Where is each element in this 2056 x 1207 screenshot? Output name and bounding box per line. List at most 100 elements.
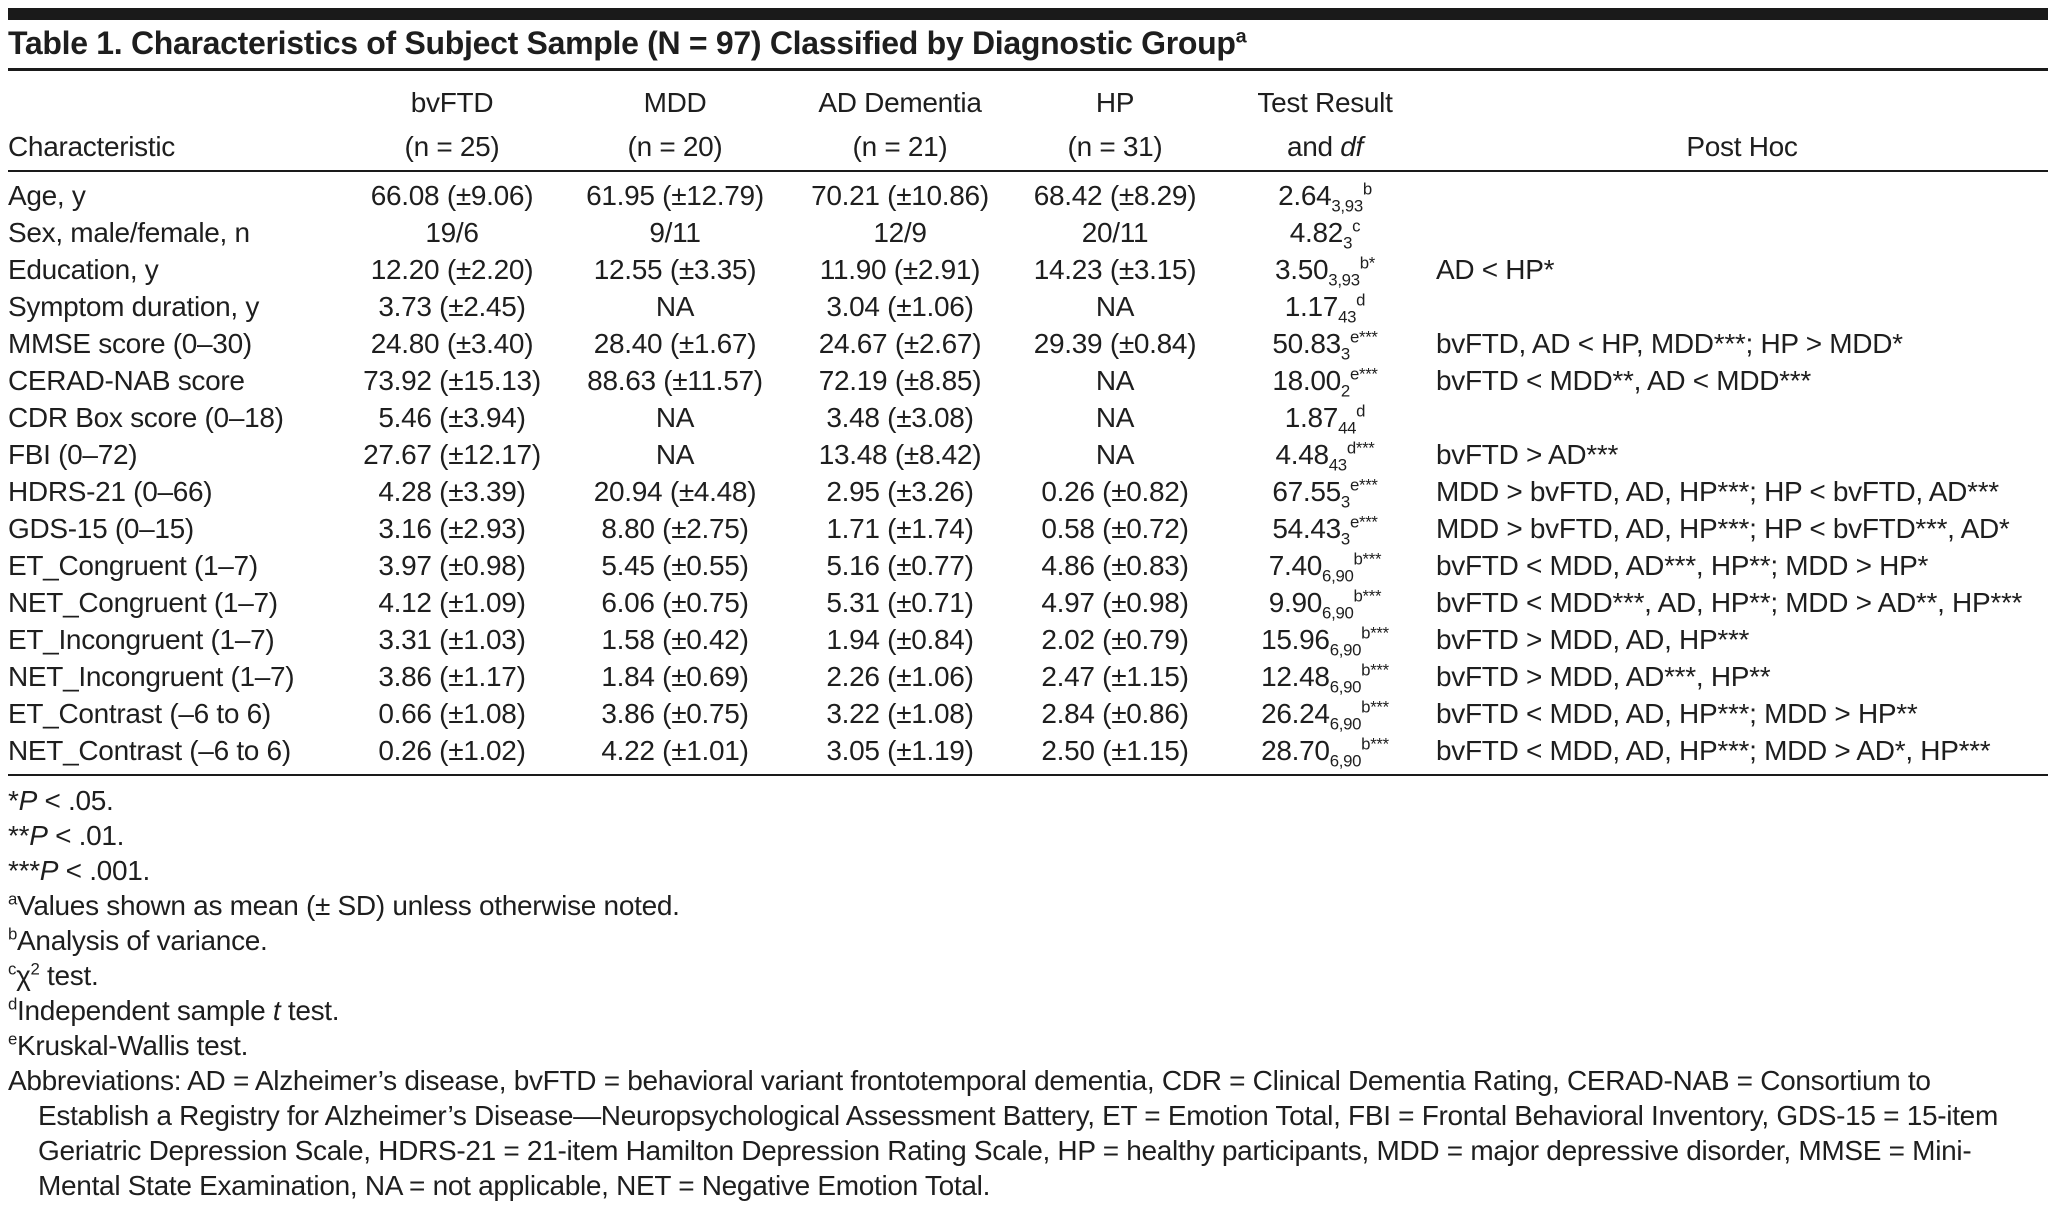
- cell-characteristic: FBI (0–72): [8, 438, 138, 470]
- header-post-hoc-spacer: [1436, 71, 2048, 119]
- cell-group-value: 5.16 (±0.77): [826, 549, 974, 581]
- cell-characteristic: CERAD-NAB score: [8, 364, 245, 396]
- text-segment: 12.48: [1261, 660, 1330, 692]
- text-segment: b***: [1353, 586, 1382, 606]
- footnote-line: *P < .05.: [8, 783, 2048, 818]
- cell-characteristic: GDS-15 (0–15): [8, 512, 194, 544]
- text-segment: c: [8, 959, 17, 979]
- cell-group-value: 12/9: [873, 216, 927, 248]
- cell-characteristic: Sex, male/female, n: [8, 216, 250, 248]
- header-n-ad: (n = 21): [784, 119, 1016, 172]
- text-segment: 43: [1338, 307, 1357, 327]
- table-row: FBI (0–72) 27.67 (±12.17) NA 13.48 (±8.42) N…: [8, 436, 2048, 473]
- cell-group-value: 5.45 (±0.55): [601, 549, 749, 581]
- text-segment: 3.50: [1274, 253, 1329, 285]
- cell-test-result: 18.002e***: [1214, 362, 1436, 399]
- cell-characteristic: ET_Contrast (–6 to 6): [8, 697, 271, 729]
- cell-group-value: 0.26 (±1.02): [378, 734, 526, 766]
- cell-group-value: 4.28 (±3.39): [378, 475, 526, 507]
- cell-group-value: 2.47 (±1.15): [1041, 660, 1189, 692]
- header-post-hoc-label: Post Hoc: [1436, 119, 2048, 172]
- text-segment: 26.24: [1261, 697, 1330, 729]
- cell-group-value: 66.08 (±9.06): [370, 179, 534, 211]
- cell-group-value: 28.40 (±1.67): [593, 327, 757, 359]
- text-segment: t: [272, 995, 281, 1026]
- cell-group-value: 14.23 (±3.15): [1033, 253, 1197, 285]
- text-segment: Analysis of variance.: [17, 925, 268, 956]
- cell-group-value: 61.95 (±12.79): [586, 179, 764, 211]
- text-segment: e***: [1349, 327, 1378, 347]
- header-n-bvftd: (n = 25): [338, 119, 566, 172]
- cell-group-value: 3.16 (±2.93): [378, 512, 526, 544]
- footnote-line: aValues shown as mean (± SD) unless othe…: [8, 888, 2048, 923]
- footnote-line: ***P < .001.: [8, 853, 2048, 888]
- cell-group-value: 2.84 (±0.86): [1041, 697, 1189, 729]
- table-row: GDS-15 (0–15) 3.16 (±2.93) 8.80 (±2.75) 1.7…: [8, 510, 2048, 547]
- text-segment: 44: [1338, 418, 1357, 438]
- cell-group-value: 13.48 (±8.42): [818, 438, 982, 470]
- table-row: ET_Incongruent (1–7) 3.31 (±1.03) 1.58 (±0…: [8, 621, 2048, 658]
- text-segment: 2: [30, 959, 40, 979]
- footnotes: *P < .05. **P < .01. ***P < .001. aValues s…: [8, 783, 2048, 1063]
- table-row: CERAD-NAB score 73.92 (±15.13) 88.63 (±11.…: [8, 362, 2048, 399]
- text-segment: 3: [1340, 492, 1350, 512]
- text-segment: b*: [1359, 253, 1376, 273]
- cell-test-result: 28.706,90b***: [1214, 732, 1436, 775]
- cell-post-hoc: bvFTD < MDD, AD***, HP**; MDD > HP*: [1436, 549, 1929, 581]
- cell-test-result: 4.823c: [1214, 214, 1436, 251]
- footnote-line: dIndependent sample t test.: [8, 993, 2048, 1028]
- cell-characteristic: Symptom duration, y: [8, 290, 260, 322]
- cell-group-value: 2.95 (±3.26): [826, 475, 974, 507]
- cell-group-value: 4.86 (±0.83): [1041, 549, 1189, 581]
- text-segment: P: [39, 855, 59, 886]
- cell-post-hoc: bvFTD, AD < HP, MDD***; HP > MDD*: [1436, 327, 1903, 359]
- cell-post-hoc: AD < HP*: [1436, 253, 1555, 285]
- text-segment: 28.70: [1261, 734, 1330, 766]
- text-segment: 6,90: [1329, 640, 1362, 660]
- text-segment: P: [18, 785, 38, 816]
- text-segment: 43: [1328, 455, 1347, 475]
- text-segment: 1.17: [1284, 290, 1339, 322]
- cell-post-hoc: bvFTD < MDD***, AD, HP**; MDD > AD**, HP…: [1436, 586, 2023, 618]
- text-segment: b***: [1361, 660, 1389, 680]
- cell-group-value: 68.42 (±8.29): [1033, 179, 1197, 211]
- cell-group-value: 72.19 (±8.85): [818, 364, 982, 396]
- cell-test-result: 15.966,90b***: [1214, 621, 1436, 658]
- cell-group-value: 20.94 (±4.48): [593, 475, 757, 507]
- table-row: Symptom duration, y 3.73 (±2.45) NA 3.04 (±…: [8, 288, 2048, 325]
- cell-characteristic: Education, y: [8, 253, 159, 285]
- header-group-hp: HP: [1095, 87, 1135, 118]
- table-row: HDRS-21 (0–66) 4.28 (±3.39) 20.94 (±4.48) 2…: [8, 473, 2048, 510]
- cell-group-value: 24.67 (±2.67): [818, 327, 982, 359]
- cell-group-value: NA: [1095, 438, 1135, 470]
- cell-group-value: 27.67 (±12.17): [363, 438, 541, 470]
- table-row: NET_Contrast (–6 to 6) 0.26 (±1.02) 4.22 (…: [8, 732, 2048, 775]
- cell-test-result: 12.486,90b***: [1214, 658, 1436, 695]
- text-segment: 50.83: [1272, 327, 1341, 359]
- cell-characteristic: ET_Congruent (1–7): [8, 549, 258, 581]
- text-segment: 2: [1340, 381, 1350, 401]
- text-segment: b***: [1361, 734, 1389, 754]
- cell-group-value: NA: [655, 290, 695, 322]
- cell-post-hoc: [1436, 214, 2048, 251]
- cell-post-hoc: [1436, 171, 2048, 214]
- header-group-mdd: MDD: [643, 87, 707, 118]
- text-segment: < .01.: [47, 820, 125, 851]
- cell-group-value: 1.58 (±0.42): [601, 623, 749, 655]
- text-segment: ***: [8, 855, 40, 886]
- cell-characteristic: ET_Incongruent (1–7): [8, 623, 275, 655]
- cell-group-value: 8.80 (±2.75): [601, 512, 749, 544]
- cell-characteristic: CDR Box score (0–18): [8, 401, 284, 433]
- header-test-result-line1: Test Result: [1257, 87, 1393, 118]
- header-n-mdd: (n = 20): [566, 119, 784, 172]
- cell-test-result: 4.4843d***: [1214, 436, 1436, 473]
- cell-group-value: 6.06 (±0.75): [601, 586, 749, 618]
- cell-group-value: NA: [1095, 364, 1135, 396]
- cell-post-hoc: bvFTD > MDD, AD***, HP**: [1436, 660, 1771, 692]
- text-segment: 2.64: [1278, 179, 1332, 211]
- cell-post-hoc: bvFTD < MDD, AD, HP***; MDD > AD*, HP***: [1436, 734, 1991, 766]
- cell-group-value: NA: [1095, 401, 1135, 433]
- cell-group-value: NA: [655, 438, 695, 470]
- title-footnote-marker: a: [1235, 25, 1247, 48]
- text-segment: 15.96: [1261, 623, 1330, 655]
